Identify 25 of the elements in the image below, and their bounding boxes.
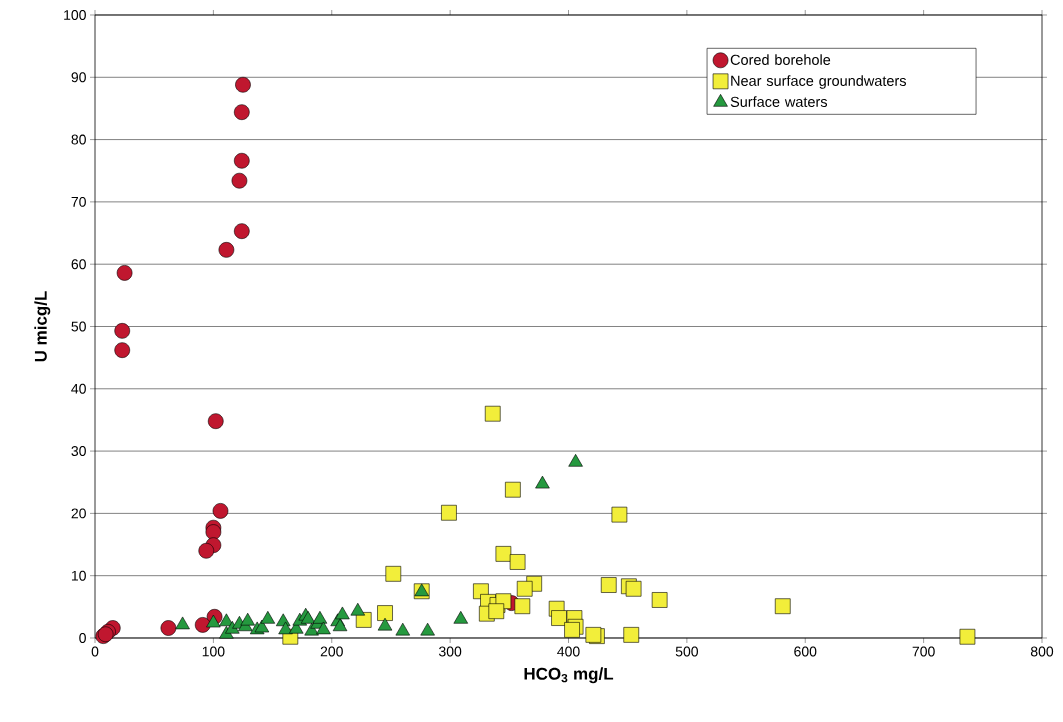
y-tick-label: 90 (71, 72, 86, 83)
x-tick-label: 600 (794, 646, 817, 657)
y-tick-label: 50 (71, 321, 86, 332)
legend-label: Cored borehole (730, 54, 831, 65)
x-tick-label: 0 (91, 646, 99, 657)
legend-label: Near surface groundwaters (731, 75, 906, 89)
y-tick-label: 0 (79, 633, 86, 643)
y-tick-label: 20 (71, 508, 86, 519)
y-tick-label: 80 (71, 134, 86, 145)
x-axis-title: HCO$_{3}$ mg/L (524, 667, 614, 684)
x-tick-label: 300 (438, 646, 462, 657)
x-tick-label: 800 (1030, 646, 1054, 657)
y-tick-label: 30 (71, 446, 86, 457)
y-tick-label: 60 (71, 259, 86, 270)
x-tick-label: 200 (320, 646, 343, 657)
legend-label: Surface waters (730, 96, 828, 107)
x-tick-label: 500 (675, 646, 699, 657)
y-tick-label: 40 (71, 383, 86, 394)
x-tick-label: 700 (912, 646, 935, 657)
y-tick-label: 10 (71, 570, 86, 581)
y-tick-label: 100 (64, 10, 86, 20)
x-tick-label: 100 (202, 646, 225, 657)
y-axis-title: U micg/L (34, 291, 51, 362)
y-tick-label: 70 (71, 196, 86, 207)
x-tick-label: 400 (557, 646, 580, 657)
